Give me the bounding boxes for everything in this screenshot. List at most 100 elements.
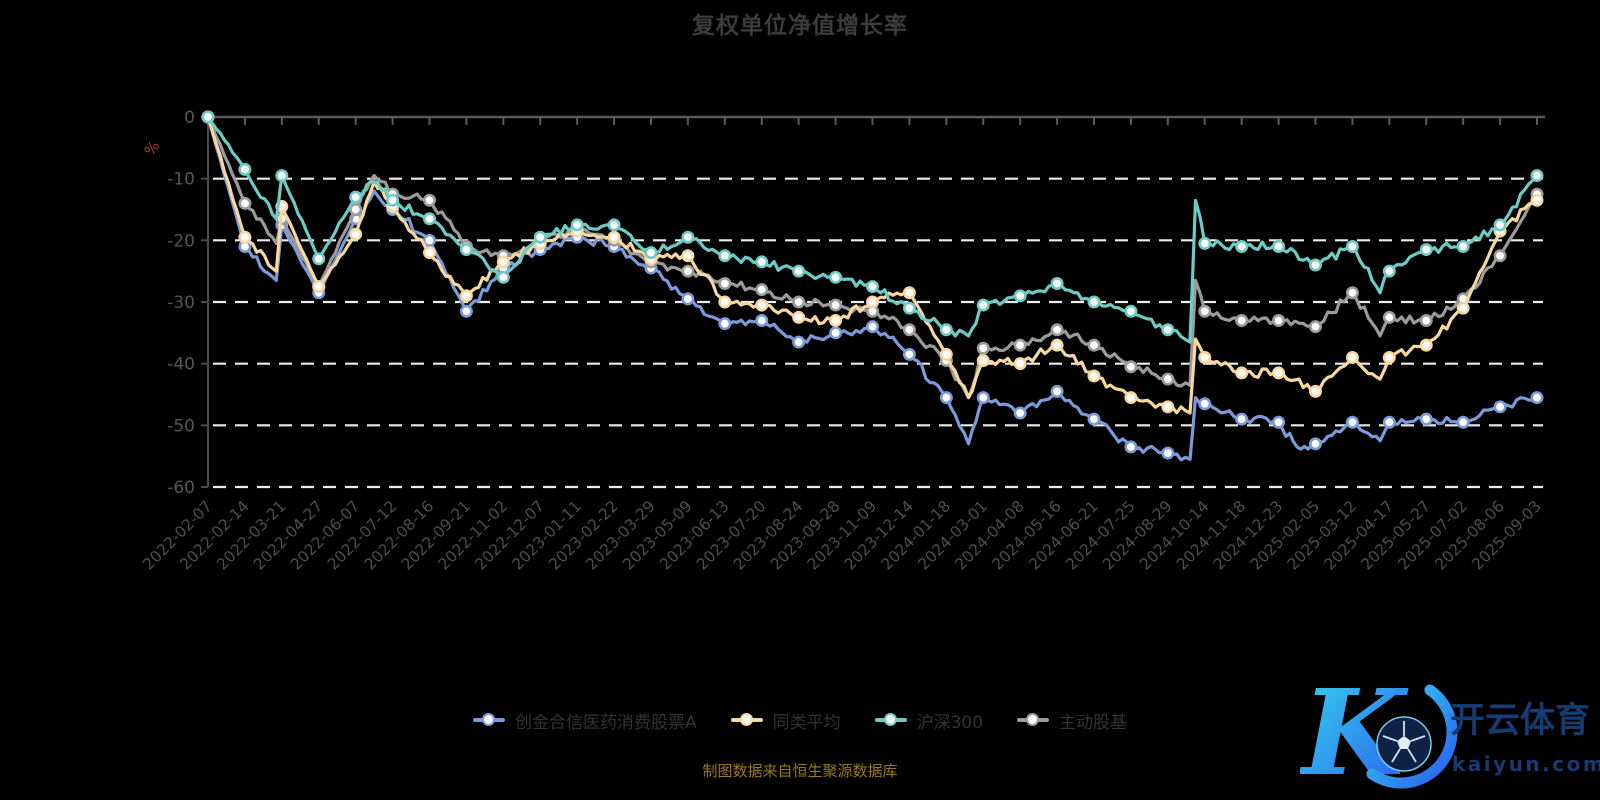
data-point-marker[interactable] xyxy=(1013,289,1027,303)
data-point-marker[interactable] xyxy=(1198,236,1212,250)
data-point-marker[interactable] xyxy=(1013,406,1027,420)
data-point-marker[interactable] xyxy=(681,249,695,263)
data-point-marker[interactable] xyxy=(976,354,990,368)
data-point-marker[interactable] xyxy=(1198,350,1212,364)
data-point-marker[interactable] xyxy=(1419,313,1433,327)
data-point-marker[interactable] xyxy=(1013,357,1027,371)
data-point-marker[interactable] xyxy=(902,347,916,361)
data-point-marker[interactable] xyxy=(792,295,806,309)
data-point-marker[interactable] xyxy=(1161,323,1175,337)
series-同类平均[interactable] xyxy=(201,110,1544,415)
series-沪深300[interactable] xyxy=(201,110,1544,344)
data-point-marker[interactable] xyxy=(976,298,990,312)
data-point-marker[interactable] xyxy=(1456,415,1470,429)
data-point-marker[interactable] xyxy=(1161,372,1175,386)
data-point-marker[interactable] xyxy=(1530,169,1544,183)
data-point-marker[interactable] xyxy=(939,391,953,405)
data-point-marker[interactable] xyxy=(792,264,806,278)
data-point-marker[interactable] xyxy=(829,326,843,340)
data-point-marker[interactable] xyxy=(681,292,695,306)
data-point-marker[interactable] xyxy=(976,391,990,405)
data-point-marker[interactable] xyxy=(1493,400,1507,414)
data-point-marker[interactable] xyxy=(459,304,473,318)
data-point-marker[interactable] xyxy=(865,320,879,334)
data-point-marker[interactable] xyxy=(755,255,769,269)
data-point-marker[interactable] xyxy=(1050,323,1064,337)
data-point-marker[interactable] xyxy=(422,246,436,260)
data-point-marker[interactable] xyxy=(1087,369,1101,383)
data-point-marker[interactable] xyxy=(1161,446,1175,460)
data-point-marker[interactable] xyxy=(1345,415,1359,429)
data-point-marker[interactable] xyxy=(718,317,732,331)
data-point-marker[interactable] xyxy=(607,218,621,232)
data-point-marker[interactable] xyxy=(1235,366,1249,380)
data-point-marker[interactable] xyxy=(939,323,953,337)
data-point-marker[interactable] xyxy=(238,162,252,176)
data-point-marker[interactable] xyxy=(1456,240,1470,254)
data-point-marker[interactable] xyxy=(201,110,215,124)
data-point-marker[interactable] xyxy=(718,249,732,263)
data-point-marker[interactable] xyxy=(1272,366,1286,380)
data-point-marker[interactable] xyxy=(1124,304,1138,318)
data-point-marker[interactable] xyxy=(607,230,621,244)
data-point-marker[interactable] xyxy=(422,212,436,226)
data-point-marker[interactable] xyxy=(1272,240,1286,254)
data-point-marker[interactable] xyxy=(1419,338,1433,352)
data-point-marker[interactable] xyxy=(422,193,436,207)
data-point-marker[interactable] xyxy=(312,280,326,294)
data-point-marker[interactable] xyxy=(386,193,400,207)
data-point-marker[interactable] xyxy=(902,301,916,315)
data-point-marker[interactable] xyxy=(275,169,289,183)
data-point-marker[interactable] xyxy=(829,313,843,327)
series-主动股基[interactable] xyxy=(201,110,1544,400)
data-point-marker[interactable] xyxy=(1124,360,1138,374)
data-point-marker[interactable] xyxy=(1050,338,1064,352)
data-point-marker[interactable] xyxy=(1050,384,1064,398)
data-point-marker[interactable] xyxy=(1087,295,1101,309)
data-point-marker[interactable] xyxy=(1198,304,1212,318)
data-point-marker[interactable] xyxy=(1124,440,1138,454)
data-point-marker[interactable] xyxy=(1198,397,1212,411)
legend-item-4[interactable]: 主动股基 xyxy=(1017,708,1127,733)
data-point-marker[interactable] xyxy=(829,298,843,312)
data-point-marker[interactable] xyxy=(312,252,326,266)
data-point-marker[interactable] xyxy=(349,190,363,204)
data-point-marker[interactable] xyxy=(865,295,879,309)
data-point-marker[interactable] xyxy=(1309,320,1323,334)
data-point-marker[interactable] xyxy=(792,310,806,324)
legend-item-1[interactable]: 创金合信医药消费股票A xyxy=(472,708,697,733)
data-point-marker[interactable] xyxy=(902,286,916,300)
data-point-marker[interactable] xyxy=(792,335,806,349)
data-point-marker[interactable] xyxy=(939,347,953,361)
data-point-marker[interactable] xyxy=(1382,350,1396,364)
data-point-marker[interactable] xyxy=(422,233,436,247)
data-point-marker[interactable] xyxy=(1419,243,1433,257)
data-point-marker[interactable] xyxy=(1087,338,1101,352)
data-point-marker[interactable] xyxy=(1382,310,1396,324)
data-point-marker[interactable] xyxy=(1493,218,1507,232)
data-point-marker[interactable] xyxy=(1087,412,1101,426)
data-point-marker[interactable] xyxy=(1013,338,1027,352)
legend-item-3[interactable]: 沪深300 xyxy=(874,708,983,733)
data-point-marker[interactable] xyxy=(1493,249,1507,263)
data-point-marker[interactable] xyxy=(1235,240,1249,254)
data-point-marker[interactable] xyxy=(1345,286,1359,300)
data-point-marker[interactable] xyxy=(718,295,732,309)
legend-item-2[interactable]: 同类平均 xyxy=(730,708,841,733)
data-point-marker[interactable] xyxy=(1345,350,1359,364)
data-point-marker[interactable] xyxy=(349,203,363,217)
data-point-marker[interactable] xyxy=(1050,276,1064,290)
data-point-marker[interactable] xyxy=(1309,437,1323,451)
data-point-marker[interactable] xyxy=(496,255,510,269)
data-point-marker[interactable] xyxy=(1530,391,1544,405)
data-point-marker[interactable] xyxy=(681,230,695,244)
data-point-marker[interactable] xyxy=(681,264,695,278)
data-point-marker[interactable] xyxy=(755,283,769,297)
data-point-marker[interactable] xyxy=(1309,384,1323,398)
data-point-marker[interactable] xyxy=(1161,400,1175,414)
data-point-marker[interactable] xyxy=(349,227,363,241)
data-point-marker[interactable] xyxy=(570,218,584,232)
data-point-marker[interactable] xyxy=(865,280,879,294)
data-point-marker[interactable] xyxy=(1235,412,1249,426)
data-point-marker[interactable] xyxy=(533,230,547,244)
